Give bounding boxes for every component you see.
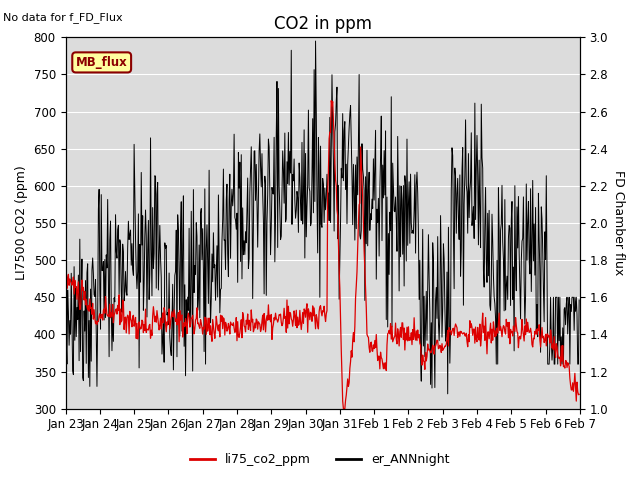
Y-axis label: FD Chamber flux: FD Chamber flux [612,170,625,276]
Text: MB_flux: MB_flux [76,56,127,69]
Text: No data for f_FD_Flux: No data for f_FD_Flux [3,12,123,23]
Legend: li75_co2_ppm, er_ANNnight: li75_co2_ppm, er_ANNnight [186,448,454,471]
Y-axis label: LI7500 CO2 (ppm): LI7500 CO2 (ppm) [15,166,28,280]
Title: CO2 in ppm: CO2 in ppm [274,15,372,33]
